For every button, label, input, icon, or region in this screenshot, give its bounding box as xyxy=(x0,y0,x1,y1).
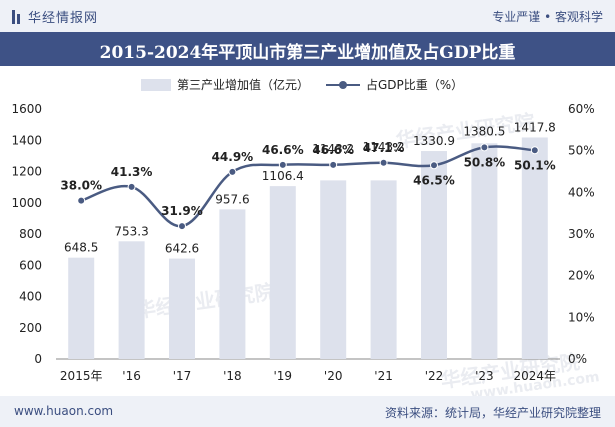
line-point xyxy=(228,167,237,176)
line-point xyxy=(77,196,86,205)
y-left-tick-label: 1200 xyxy=(11,165,42,179)
title-bar: 2015-2024年平顶山市第三产业增加值及占GDP比重 xyxy=(0,32,615,66)
bar-value-label: 642.6 xyxy=(165,242,199,256)
y-left-tick-label: 800 xyxy=(19,227,42,241)
logo-icon xyxy=(12,9,15,24)
bar-value-label: 648.5 xyxy=(64,241,98,255)
bar-value-label: 1380.5 xyxy=(463,124,505,138)
line-point xyxy=(530,146,539,155)
y-right-tick-label: 30% xyxy=(568,227,595,241)
line-point xyxy=(480,143,489,152)
x-tick-label: '22 xyxy=(425,369,444,383)
x-tick-label: 2015年 xyxy=(60,369,103,383)
legend-line-label: 占GDP比重（%） xyxy=(366,78,464,92)
bar xyxy=(521,137,548,359)
bar xyxy=(169,258,195,359)
legend-item-bar: 第三产业增加值（亿元） xyxy=(141,76,309,93)
y-left-tick-label: 1600 xyxy=(11,102,42,116)
x-tick-label: '17 xyxy=(173,369,192,383)
line-value-label: 50.1% xyxy=(514,158,556,172)
legend-bar-swatch xyxy=(141,78,171,91)
legend-item-line: 占GDP比重（%） xyxy=(326,76,463,93)
y-left-tick-label: 200 xyxy=(19,321,42,335)
chart-legend: 第三产业增加值（亿元） 占GDP比重（%） xyxy=(0,76,615,94)
chart-title: 2015-2024年平顶山市第三产业增加值及占GDP比重 xyxy=(99,43,516,63)
x-tick-label: '16 xyxy=(122,369,141,383)
line-point xyxy=(278,160,287,169)
x-tick-label: '18 xyxy=(223,369,242,383)
line-point xyxy=(329,160,338,169)
legend-line-swatch xyxy=(326,79,360,91)
footer-source: 资料来源：统计局，华经产业研究院整理 xyxy=(384,406,601,420)
line-value-label: 41.3% xyxy=(111,165,153,179)
logo-text: 华经情报网 xyxy=(28,11,99,26)
y-right-tick-label: 20% xyxy=(568,269,595,283)
line-point xyxy=(379,158,388,167)
line-value-label: 31.9% xyxy=(161,204,203,218)
y-left-tick-label: 400 xyxy=(19,290,42,304)
legend-bar-label: 第三产业增加值（亿元） xyxy=(177,78,310,92)
footer-url[interactable]: www.huaon.com xyxy=(14,404,114,418)
y-left-tick-label: 0 xyxy=(34,352,42,366)
line-value-label: 46.5% xyxy=(413,173,455,187)
y-right-tick-label: 50% xyxy=(568,144,595,158)
line-point xyxy=(127,182,136,191)
bar-value-label: 957.6 xyxy=(215,192,249,206)
y-left-tick-label: 1000 xyxy=(11,196,42,210)
y-left-tick-label: 600 xyxy=(19,258,42,272)
top-bar: 华经情报网 专业严谨 • 客观科学 xyxy=(0,0,615,32)
line-series xyxy=(80,145,535,228)
bar-value-label: 1143.2 xyxy=(312,142,354,156)
bar xyxy=(421,151,447,359)
line-value-label: 47.1% xyxy=(363,141,405,155)
line-value-label: 46.6% xyxy=(262,143,304,157)
bar xyxy=(269,186,296,359)
tagline: 专业严谨 • 客观科学 xyxy=(492,10,603,24)
y-right-tick-label: 10% xyxy=(568,310,595,324)
logo: 华经情报网 xyxy=(12,7,98,26)
line-value-label: 38.0% xyxy=(60,179,102,193)
chart-plot: 0 200 400 600 800 1000 1200 1400 1600 0% 10% 20% 30%… xyxy=(11,102,595,383)
line-value-label: 50.8% xyxy=(464,155,506,169)
bar xyxy=(471,143,498,359)
bar xyxy=(118,241,145,359)
bar-value-label: 1417.8 xyxy=(514,120,556,134)
x-tick-label: '19 xyxy=(274,369,293,383)
bar-value-label: 1330.9 xyxy=(413,134,455,148)
bar-value-label: 1106.4 xyxy=(262,169,304,183)
bar xyxy=(68,257,95,359)
bar-value-label: 753.3 xyxy=(114,224,148,238)
logo-icon xyxy=(17,13,20,24)
y-left-tick-label: 1400 xyxy=(11,133,42,147)
line-value-label: 46.6% xyxy=(312,143,354,157)
x-tick-label: '20 xyxy=(324,369,343,383)
line-point xyxy=(430,161,438,170)
bar xyxy=(219,209,246,359)
bar-value-label: 1143.2 xyxy=(363,140,405,154)
bar xyxy=(320,180,347,359)
footer: www.huaon.com 资料来源：统计局，华经产业研究院整理 xyxy=(0,396,615,427)
x-tick-label: 2024年 xyxy=(514,369,557,383)
y-right-tick-label: 40% xyxy=(568,185,595,199)
line-point xyxy=(178,222,186,231)
bar xyxy=(370,180,397,359)
y-right-tick-label: 0% xyxy=(568,352,587,366)
x-tick-label: '21 xyxy=(374,369,393,383)
line-value-label: 44.9% xyxy=(212,150,254,164)
x-tick-label: '23 xyxy=(475,369,494,383)
y-right-tick-label: 60% xyxy=(568,102,595,116)
